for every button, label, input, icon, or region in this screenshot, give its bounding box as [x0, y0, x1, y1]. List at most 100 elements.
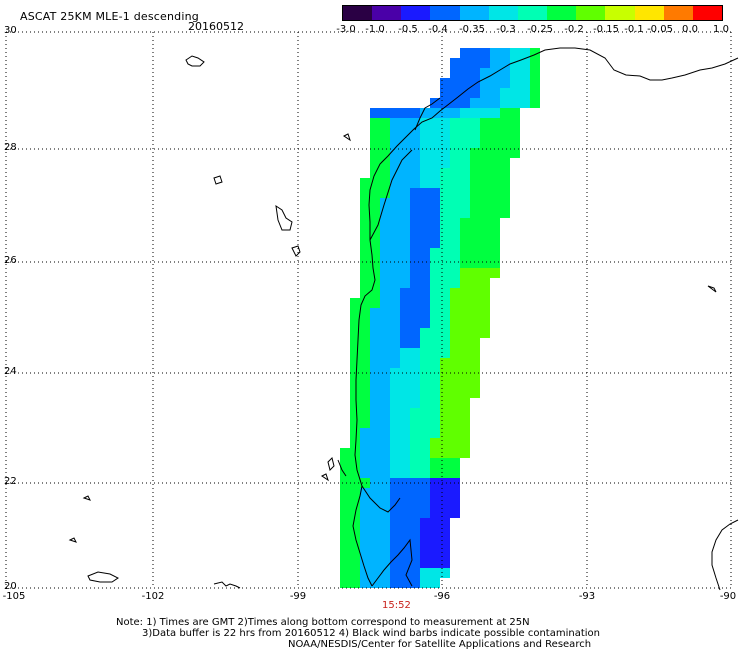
swath-cell	[490, 208, 500, 218]
swath-cell	[460, 328, 470, 338]
swath-cell	[370, 328, 380, 338]
swath-cell	[410, 378, 420, 388]
swath-cell	[380, 578, 390, 588]
swath-cell	[370, 288, 380, 298]
swath-cell	[440, 528, 450, 538]
swath-cell	[500, 188, 510, 198]
swath-cell	[380, 128, 390, 138]
swath-cell	[360, 218, 370, 228]
swath-cell	[530, 78, 540, 88]
swath-cell	[440, 408, 450, 418]
swath-cell	[410, 518, 420, 528]
swath-cell	[470, 138, 480, 148]
swath-cell	[400, 138, 410, 148]
swath-cell	[360, 388, 370, 398]
swath-cell	[430, 558, 440, 568]
swath-cell	[390, 378, 400, 388]
swath-cell	[380, 258, 390, 268]
swath-cell	[460, 298, 470, 308]
swath-cell	[430, 178, 440, 188]
swath-cell	[420, 218, 430, 228]
swath-cell	[380, 488, 390, 498]
longitude-label: -102	[141, 591, 165, 602]
swath-cell	[420, 208, 430, 218]
swath-cell	[400, 518, 410, 528]
swath-cell	[440, 158, 450, 168]
swath-cell	[430, 378, 440, 388]
swath-cell	[490, 158, 500, 168]
swath-cell	[390, 158, 400, 168]
swath-cell	[410, 388, 420, 398]
swath-cell	[430, 258, 440, 268]
swath-cell	[480, 248, 490, 258]
swath-cell	[340, 578, 350, 588]
swath-cell	[450, 108, 460, 118]
swath-cell	[430, 208, 440, 218]
swath-cell	[420, 118, 430, 128]
swath-cell	[450, 288, 460, 298]
swath-cell	[460, 58, 470, 68]
swath-cell	[340, 548, 350, 558]
swath-cell	[480, 158, 490, 168]
swath-cell	[380, 448, 390, 458]
swath-cell	[370, 338, 380, 348]
swath-cell	[440, 108, 450, 118]
swath-cell	[460, 228, 470, 238]
swath-cell	[530, 98, 540, 108]
swath-cell	[390, 518, 400, 528]
swath-cell	[480, 208, 490, 218]
swath-cell	[350, 468, 360, 478]
swath-cell	[450, 258, 460, 268]
swath-cell	[350, 538, 360, 548]
swath-cell	[430, 238, 440, 248]
swath-cell	[430, 448, 440, 458]
swath-cell	[400, 568, 410, 578]
swath-cell	[490, 238, 500, 248]
swath-cell	[430, 358, 440, 368]
swath-cell	[440, 348, 450, 358]
swath-cell	[360, 178, 370, 188]
swath-cell	[430, 198, 440, 208]
swath-cell	[360, 528, 370, 538]
swath-cell	[410, 278, 420, 288]
swath-cell	[370, 518, 380, 528]
swath-cell	[450, 398, 460, 408]
swath-cell	[450, 228, 460, 238]
swath-cell	[410, 188, 420, 198]
swath-cell	[440, 298, 450, 308]
swath-cell	[450, 408, 460, 418]
swath-cell	[360, 248, 370, 258]
swath-cell	[460, 308, 470, 318]
swath-cell	[360, 518, 370, 528]
swath-cell	[530, 88, 540, 98]
swath-cell	[420, 378, 430, 388]
swath-cell	[380, 238, 390, 248]
swath-cell	[480, 98, 490, 108]
swath-cell	[420, 408, 430, 418]
color-scale-cell	[576, 6, 606, 20]
color-scale-label: -3.0	[336, 24, 356, 35]
swath-cell	[440, 338, 450, 348]
swath-cell	[440, 118, 450, 128]
swath-cell	[410, 198, 420, 208]
swath-cell	[410, 468, 420, 478]
swath-cell	[380, 358, 390, 368]
swath-cell	[470, 168, 480, 178]
swath-cell	[440, 288, 450, 298]
swath-cell	[490, 118, 500, 128]
longitude-label: -96	[433, 591, 451, 602]
swath-cell	[380, 188, 390, 198]
swath-cell	[450, 488, 460, 498]
swath-cell	[380, 168, 390, 178]
swath-cell	[370, 508, 380, 518]
swath-cell	[430, 188, 440, 198]
swath-cell	[420, 418, 430, 428]
swath-cell	[430, 528, 440, 538]
swath-cell	[380, 378, 390, 388]
swath-cell	[400, 558, 410, 568]
swath-cell	[400, 488, 410, 498]
color-scale-bar	[342, 5, 723, 21]
swath-cell	[410, 268, 420, 278]
swath-cell	[420, 248, 430, 258]
swath-cell	[460, 408, 470, 418]
